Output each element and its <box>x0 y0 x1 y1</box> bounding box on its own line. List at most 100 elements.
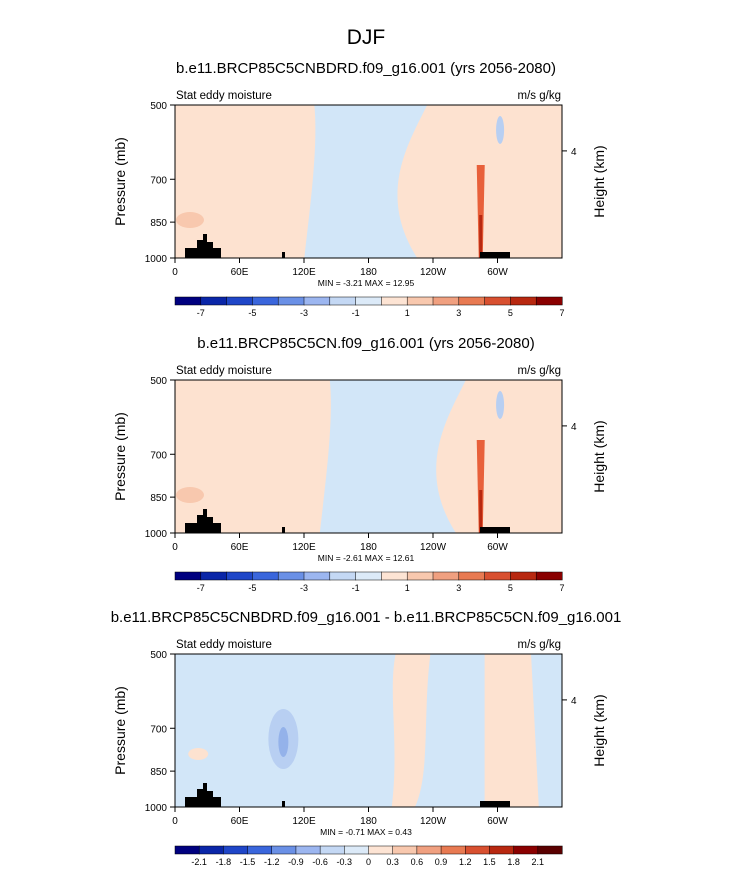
colorbar-box <box>174 296 202 306</box>
stats-text: MIN = -0.71 MAX = 0.43 <box>320 827 412 837</box>
x-tick-label: 0 <box>172 542 178 553</box>
colorbar-box <box>329 296 357 306</box>
colorbar-box <box>271 845 297 855</box>
x-tick-label: 0 <box>172 816 178 827</box>
stats-text: MIN = -2.61 MAX = 12.61 <box>318 553 415 563</box>
colorbar-label: 3 <box>456 583 461 593</box>
colorbar-label: -0.3 <box>337 857 353 867</box>
y-tick-label: 1000 <box>145 803 168 814</box>
field-blob-positive <box>176 212 204 228</box>
stats-text: MIN = -3.21 MAX = 12.95 <box>318 278 415 288</box>
y-axis-label: Pressure (mb) <box>112 412 128 501</box>
terrain-africa <box>185 509 221 533</box>
colorbar-box <box>440 845 466 855</box>
colorbar-box <box>489 845 515 855</box>
colorbar-box <box>535 571 563 581</box>
panel-title: b.e11.BRCP85C5CNBDRD.f09_g16.001 (yrs 20… <box>176 60 556 77</box>
x-tick-label: 120W <box>420 816 447 827</box>
terrain-south-america <box>480 801 510 807</box>
y-tick-label: 500 <box>150 650 167 661</box>
panel-title: b.e11.BRCP85C5CNBDRD.f09_g16.001 - b.e11… <box>111 609 622 626</box>
colorbar-box <box>277 571 305 581</box>
field-blob-negative <box>496 116 505 144</box>
colorbar-label: 1.5 <box>483 857 496 867</box>
field-group <box>175 105 562 258</box>
figure-title: DJF <box>347 26 386 49</box>
colorbar-box <box>465 845 490 855</box>
colorbar-label: -0.6 <box>312 857 328 867</box>
colorbar-box <box>416 845 442 855</box>
colorbar-label: -7 <box>197 583 205 593</box>
colorbar-label: -1.8 <box>216 857 232 867</box>
colorbar-box <box>392 845 418 855</box>
colorbar-label: 7 <box>559 308 564 318</box>
x-tick-label: 60W <box>487 267 508 278</box>
colorbar-label: -0.9 <box>288 857 304 867</box>
field-blob-negative <box>496 391 505 419</box>
panel-2: b.e11.BRCP85C5CN.f09_g16.001 (yrs 2056-2… <box>112 335 607 593</box>
panel-3: b.e11.BRCP85C5CNBDRD.f09_g16.001 - b.e11… <box>111 609 622 867</box>
colorbar-box <box>510 296 537 306</box>
y-right-axis-label: Height (km) <box>591 694 607 766</box>
colorbar-label: -5 <box>248 583 256 593</box>
colorbar-label: -2.1 <box>191 857 207 867</box>
colorbar-label: 1.8 <box>507 857 520 867</box>
colorbar-box <box>484 296 511 306</box>
y-tick-label: 700 <box>150 450 167 461</box>
field-spike <box>476 165 485 258</box>
y-right-tick-label: 4 <box>571 422 577 433</box>
colorbar-box <box>381 571 408 581</box>
colorbar-label: 0.3 <box>386 857 399 867</box>
x-tick-label: 120W <box>420 267 447 278</box>
colorbar-box <box>537 845 563 855</box>
colorbar-box <box>252 571 279 581</box>
x-tick-label: 60E <box>231 542 249 553</box>
colorbar-box <box>303 571 331 581</box>
field-spike-core <box>479 215 483 258</box>
y-tick-label: 1000 <box>145 529 168 540</box>
colorbar-label: -3 <box>300 308 308 318</box>
colorbar-box <box>510 571 537 581</box>
y-tick-label: 500 <box>150 101 167 112</box>
y-right-tick-label: 4 <box>571 147 577 158</box>
y-tick-label: 700 <box>150 175 167 186</box>
y-tick-label: 850 <box>150 218 167 229</box>
colorbar-label: -3 <box>300 583 308 593</box>
colorbar-label: -5 <box>248 308 256 318</box>
field-negative-region <box>304 105 428 258</box>
colorbar-box <box>368 845 394 855</box>
x-tick-label: 180 <box>360 542 377 553</box>
x-tick-label: 180 <box>360 816 377 827</box>
field-blob-positive <box>188 748 209 760</box>
x-tick-label: 120E <box>292 267 316 278</box>
colorbar-box <box>174 571 202 581</box>
field-positive-region <box>391 654 431 807</box>
colorbar-label: 2.1 <box>532 857 545 867</box>
y-tick-label: 1000 <box>145 254 168 265</box>
colorbar-label: 1 <box>405 308 410 318</box>
field-spike <box>476 440 485 533</box>
y-axis-label: Pressure (mb) <box>112 137 128 226</box>
panel-right-label: m/s g/kg <box>518 639 561 651</box>
x-tick-label: 120W <box>420 542 447 553</box>
colorbar-box <box>458 571 486 581</box>
field-blob-positive <box>176 487 204 503</box>
colorbar-label: 5 <box>508 308 513 318</box>
panel-1: b.e11.BRCP85C5CNBDRD.f09_g16.001 (yrs 20… <box>112 60 607 318</box>
colorbar-label: 3 <box>456 308 461 318</box>
colorbar-box <box>198 845 224 855</box>
x-tick-label: 60W <box>487 816 508 827</box>
colorbar-box <box>247 845 273 855</box>
y-right-tick-label: 4 <box>571 696 577 707</box>
x-tick-label: 180 <box>360 267 377 278</box>
field-group <box>175 654 562 807</box>
colorbar-box <box>355 296 382 306</box>
field-positive-region-east <box>484 654 539 807</box>
panel-left-label: Stat eddy moisture <box>176 639 272 651</box>
field-spike-core <box>479 490 483 533</box>
colorbar-label: 1.2 <box>459 857 472 867</box>
x-tick-label: 60W <box>487 542 508 553</box>
terrain-indonesia <box>282 801 285 807</box>
panel-left-label: Stat eddy moisture <box>176 365 272 377</box>
